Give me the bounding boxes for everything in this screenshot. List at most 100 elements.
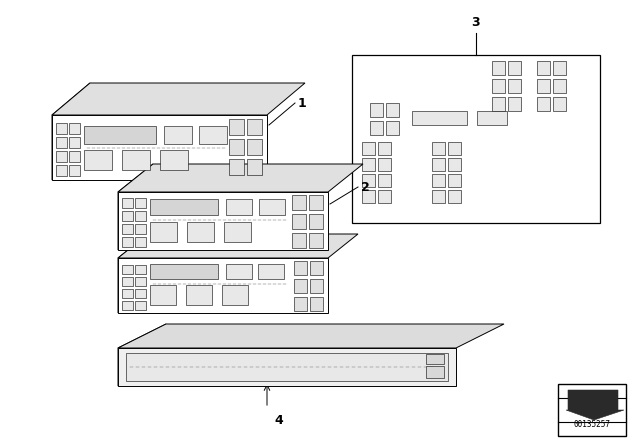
Polygon shape [118,324,504,348]
Polygon shape [292,233,306,248]
Polygon shape [186,285,212,305]
Polygon shape [370,121,383,135]
Polygon shape [294,261,307,275]
Polygon shape [247,159,262,175]
Polygon shape [56,137,67,148]
Polygon shape [477,111,507,125]
Polygon shape [150,199,218,215]
Polygon shape [432,142,445,155]
Polygon shape [508,61,521,75]
Polygon shape [229,159,244,175]
Polygon shape [118,164,153,250]
Polygon shape [448,158,461,171]
Polygon shape [386,103,399,117]
Polygon shape [69,137,80,148]
Polygon shape [122,224,133,234]
Polygon shape [135,198,146,208]
Polygon shape [118,324,166,386]
Polygon shape [258,264,284,279]
Polygon shape [292,214,306,229]
Polygon shape [122,237,133,247]
Polygon shape [310,279,323,293]
Polygon shape [226,199,252,215]
Polygon shape [69,151,80,162]
Polygon shape [135,265,146,274]
Polygon shape [294,279,307,293]
Polygon shape [118,164,363,192]
Polygon shape [537,79,550,93]
Polygon shape [122,277,133,286]
Polygon shape [135,211,146,221]
Text: 00135257: 00135257 [573,420,611,429]
Polygon shape [553,61,566,75]
Polygon shape [309,214,323,229]
Polygon shape [537,61,550,75]
Polygon shape [52,83,90,180]
Text: 2: 2 [361,181,370,194]
Polygon shape [122,198,133,208]
Polygon shape [122,289,133,298]
Polygon shape [378,190,391,203]
Polygon shape [309,233,323,248]
Polygon shape [135,301,146,310]
Polygon shape [412,111,467,125]
Polygon shape [508,79,521,93]
Polygon shape [164,126,192,144]
Polygon shape [56,151,67,162]
Polygon shape [362,142,375,155]
Polygon shape [122,150,150,170]
Polygon shape [362,158,375,171]
Polygon shape [448,174,461,187]
Polygon shape [150,264,218,279]
Polygon shape [310,261,323,275]
Polygon shape [69,123,80,134]
Polygon shape [226,264,252,279]
Polygon shape [187,222,214,242]
Polygon shape [432,158,445,171]
Polygon shape [52,115,267,180]
Polygon shape [362,174,375,187]
Polygon shape [432,174,445,187]
Polygon shape [448,142,461,155]
Polygon shape [259,199,285,215]
Polygon shape [199,126,227,144]
Polygon shape [492,97,505,111]
Polygon shape [492,61,505,75]
Polygon shape [126,353,448,381]
Polygon shape [118,234,358,258]
Polygon shape [122,211,133,221]
Polygon shape [122,301,133,310]
Polygon shape [222,285,248,305]
Polygon shape [362,190,375,203]
Polygon shape [118,348,456,386]
Polygon shape [135,224,146,234]
Polygon shape [150,285,176,305]
Polygon shape [378,174,391,187]
Polygon shape [118,192,328,250]
Polygon shape [553,79,566,93]
Polygon shape [508,97,521,111]
Polygon shape [292,195,306,210]
Polygon shape [56,123,67,134]
Polygon shape [426,366,444,378]
Polygon shape [492,79,505,93]
Polygon shape [247,119,262,135]
Polygon shape [378,158,391,171]
Polygon shape [229,119,244,135]
Polygon shape [135,237,146,247]
Text: 4: 4 [274,414,283,427]
Polygon shape [558,384,626,436]
Polygon shape [135,289,146,298]
Polygon shape [553,97,566,111]
Polygon shape [224,222,251,242]
Polygon shape [247,139,262,155]
Polygon shape [309,195,323,210]
Polygon shape [160,150,188,170]
Polygon shape [426,354,444,364]
Text: 3: 3 [472,16,480,29]
Polygon shape [122,265,133,274]
Polygon shape [56,165,67,176]
Polygon shape [566,390,624,420]
Polygon shape [118,258,328,313]
Polygon shape [150,222,177,242]
